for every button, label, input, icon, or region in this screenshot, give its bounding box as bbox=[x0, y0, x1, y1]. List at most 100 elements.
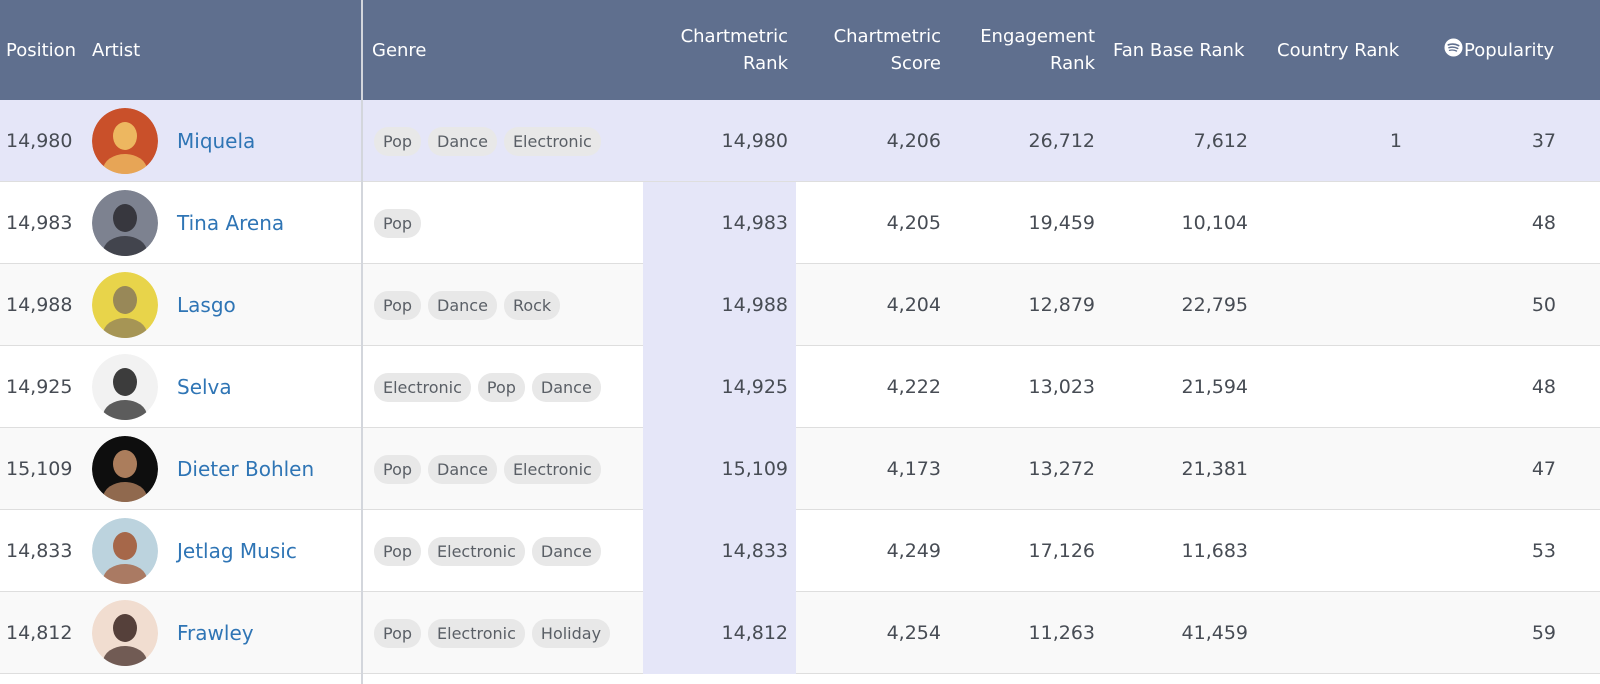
avatar-cell bbox=[92, 510, 158, 592]
genre-tag[interactable]: Pop bbox=[374, 208, 422, 238]
position-cell: 14,980 bbox=[6, 130, 73, 152]
genre-tag[interactable]: Pop bbox=[374, 126, 422, 156]
position-cell: 14,925 bbox=[6, 376, 73, 398]
avatar[interactable] bbox=[92, 272, 158, 338]
chartmetric-score-cell: 4,254 bbox=[886, 622, 941, 644]
table-row[interactable]: 14,988 Lasgo Pop Dance Rock 14,988 4,204 12,879… bbox=[0, 264, 1600, 346]
engagement-rank-cell: 12,879 bbox=[1028, 294, 1095, 316]
genre-tag[interactable]: Pop bbox=[374, 290, 422, 320]
avatar-cell bbox=[92, 264, 158, 346]
chartmetric-score-cell: 4,206 bbox=[886, 130, 941, 152]
position-cell: 14,812 bbox=[6, 622, 73, 644]
artist-link[interactable]: Jetlag Music bbox=[177, 539, 297, 563]
popularity-cell: 50 bbox=[1531, 294, 1556, 316]
artist-link[interactable]: Tina Arena bbox=[177, 211, 285, 235]
fan-base-rank-cell: 7,612 bbox=[1193, 130, 1248, 152]
avatar[interactable] bbox=[92, 518, 158, 584]
artist-name-cell: Lasgo bbox=[177, 264, 236, 346]
genre-tag[interactable]: Electronic bbox=[503, 126, 601, 156]
fan-base-rank-cell: 10,104 bbox=[1181, 212, 1248, 234]
artist-link[interactable]: Selva bbox=[177, 375, 232, 399]
chartmetric-score-cell: 4,173 bbox=[886, 458, 941, 480]
position-cell: 15,109 bbox=[6, 458, 73, 480]
chartmetric-score-cell: 4,222 bbox=[886, 376, 941, 398]
fan-base-rank-cell: 21,594 bbox=[1181, 376, 1248, 398]
header-popularity[interactable]: Popularity bbox=[1444, 0, 1554, 100]
header-position[interactable]: Position bbox=[6, 39, 77, 61]
genre-tag[interactable]: Dance bbox=[531, 372, 601, 402]
column-divider bbox=[361, 0, 363, 684]
table-row[interactable]: 14,983 Tina Arena Pop 14,983 4,205 19,459 10,1… bbox=[0, 182, 1600, 264]
sorted-column-highlight bbox=[643, 346, 796, 428]
avatar-cell bbox=[92, 182, 158, 264]
table-row[interactable]: 14,812 Frawley Pop Electronic Holiday 14,812 4… bbox=[0, 592, 1600, 674]
avatar[interactable] bbox=[92, 108, 158, 174]
table-row[interactable]: 14,925 Selva Electronic Pop Dance 14,925 4,222… bbox=[0, 346, 1600, 428]
genre-cell: Pop Dance Electronic bbox=[374, 428, 601, 510]
header-artist[interactable]: Artist bbox=[92, 39, 141, 61]
chartmetric-rank-cell: 14,812 bbox=[721, 622, 788, 644]
sorted-column-highlight bbox=[643, 510, 796, 592]
genre-tag[interactable]: Pop bbox=[477, 372, 525, 402]
sorted-column-highlight bbox=[643, 428, 796, 510]
table-body: 14,980 Miquela Pop Dance Electronic 14,980 4,2… bbox=[0, 100, 1600, 684]
table-row[interactable]: 14,980 Miquela Pop Dance Electronic 14,980 4,2… bbox=[0, 100, 1600, 182]
engagement-rank-cell: 13,023 bbox=[1028, 376, 1095, 398]
artist-link[interactable]: Lasgo bbox=[177, 293, 236, 317]
header-country-rank[interactable]: Country Rank bbox=[1277, 39, 1400, 61]
header-chartmetric-rank[interactable]: Chartmetric Rank bbox=[680, 26, 788, 74]
genre-tag[interactable]: Electronic bbox=[503, 454, 601, 484]
genre-tags: Electronic Pop Dance bbox=[374, 372, 601, 402]
header-engagement-rank[interactable]: Engagement Rank bbox=[980, 26, 1095, 74]
genre-cell: Pop Dance Electronic bbox=[374, 100, 601, 182]
header-fan-base-rank[interactable]: Fan Base Rank bbox=[1113, 39, 1245, 61]
header-genre[interactable]: Genre bbox=[372, 39, 427, 61]
genre-tags: Pop Electronic Holiday bbox=[374, 618, 611, 648]
avatar[interactable] bbox=[92, 354, 158, 420]
chartmetric-rank-cell: 14,988 bbox=[721, 294, 788, 316]
genre-tag[interactable]: Pop bbox=[374, 618, 422, 648]
genre-tag[interactable]: Rock bbox=[503, 290, 561, 320]
genre-tag[interactable]: Pop bbox=[374, 454, 422, 484]
artist-name-cell: Dieter Bohlen bbox=[177, 428, 314, 510]
engagement-rank-cell: 26,712 bbox=[1028, 130, 1095, 152]
artist-name-cell: Frawley bbox=[177, 592, 254, 674]
avatar-cell bbox=[92, 592, 158, 674]
artist-link[interactable]: Dieter Bohlen bbox=[177, 457, 315, 481]
chartmetric-score-cell: 4,205 bbox=[886, 212, 941, 234]
table-row[interactable]: 15,109 Dieter Bohlen Pop Dance Electronic 15,… bbox=[0, 428, 1600, 510]
fan-base-rank-cell: 41,459 bbox=[1181, 622, 1248, 644]
header-chartmetric-score[interactable]: Chartmetric Score bbox=[833, 26, 941, 74]
engagement-rank-cell: 19,459 bbox=[1028, 212, 1095, 234]
artist-link[interactable]: Frawley bbox=[177, 621, 254, 645]
genre-tag[interactable]: Dance bbox=[531, 536, 601, 566]
genre-cell: Pop Electronic Dance bbox=[374, 510, 601, 592]
artist-link[interactable]: Miquela bbox=[177, 129, 256, 153]
genre-tag[interactable]: Pop bbox=[374, 536, 422, 566]
avatar[interactable] bbox=[92, 190, 158, 256]
avatar[interactable] bbox=[92, 600, 158, 666]
avatar[interactable] bbox=[92, 436, 158, 502]
genre-tag[interactable]: Electronic bbox=[428, 536, 525, 566]
sorted-column-highlight bbox=[643, 264, 796, 346]
popularity-cell: 48 bbox=[1531, 376, 1556, 398]
table-row[interactable]: 14,833 Jetlag Music Pop Electronic Dance 14,8… bbox=[0, 510, 1600, 592]
genre-tag[interactable]: Holiday bbox=[531, 618, 611, 648]
genre-tags: Pop Electronic Dance bbox=[374, 536, 601, 566]
spotify-icon bbox=[1444, 37, 1463, 57]
genre-tag[interactable]: Electronic bbox=[374, 372, 471, 402]
genre-tag[interactable]: Electronic bbox=[428, 618, 525, 648]
position-cell: 14,988 bbox=[6, 294, 73, 316]
genre-tag[interactable]: Dance bbox=[428, 126, 497, 156]
popularity-cell: 37 bbox=[1531, 130, 1556, 152]
table-header: Position Artist Genre Chartmetric Rank Ch… bbox=[0, 0, 1600, 100]
genre-tag[interactable]: Dance bbox=[428, 454, 497, 484]
artist-name-cell: Tina Arena bbox=[177, 182, 284, 264]
avatar-cell bbox=[92, 428, 158, 510]
country-rank-cell: 1 bbox=[1389, 130, 1402, 152]
position-cell: 14,983 bbox=[6, 212, 73, 234]
fan-base-rank-cell: 21,381 bbox=[1181, 458, 1248, 480]
genre-tag[interactable]: Dance bbox=[428, 290, 497, 320]
fan-base-rank-cell: 22,795 bbox=[1181, 294, 1248, 316]
